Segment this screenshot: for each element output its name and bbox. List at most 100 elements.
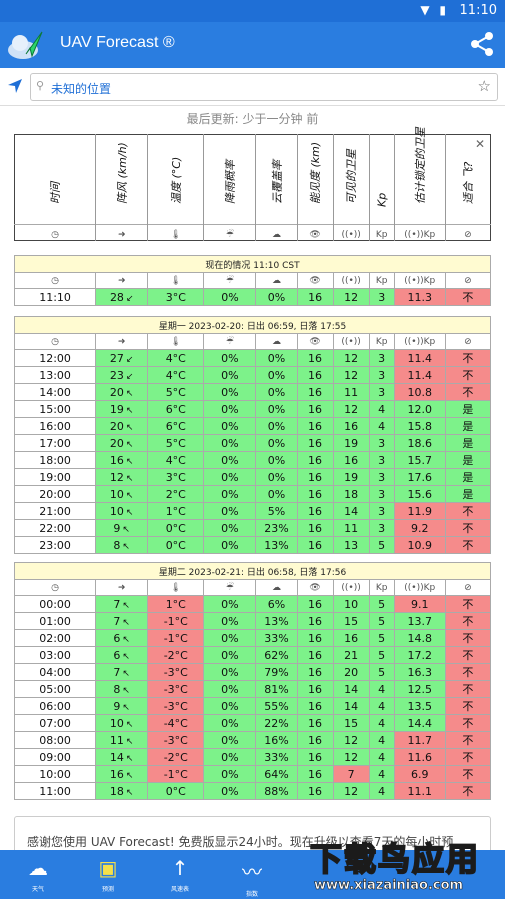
forecast-row[interactable]: 06:00 9 ↖ -3°C 0% 55% 16 14 4 13.5 不 xyxy=(13,697,492,715)
visibility-cell-value: 16 xyxy=(308,648,323,662)
temp-cell: 0°C xyxy=(147,782,205,800)
time-cell-value: 04:00 xyxy=(39,665,71,679)
forecast-row[interactable]: 17:00 20 ↖ 5°C 0% 0% 16 19 3 18.6 是 xyxy=(13,434,492,452)
rain-cell-value: 0% xyxy=(221,682,239,696)
locked-satellites-cell-value: 9.2 xyxy=(410,521,429,535)
kp-cell-value: 3 xyxy=(378,290,386,304)
wind-direction-icon: ↖ xyxy=(125,507,134,518)
visibility-cell: 16 xyxy=(296,612,334,630)
forecast-row[interactable]: 01:00 7 ↖ -1°C 0% 13% 16 15 5 13.7 不 xyxy=(13,612,492,630)
gust-cell-value: 16 xyxy=(109,453,124,467)
gust-cell-value: 20 xyxy=(109,436,124,450)
satellites-cell: 12 xyxy=(332,782,370,800)
fly-status-cell-value: 不 xyxy=(462,615,474,628)
cloud-cell: 0% xyxy=(255,434,298,452)
fly-status-cell: 不 xyxy=(444,663,492,681)
current-table: 现在的情况 11:10 CST ◷ ➜ 🌡 ☔ ☁ 👁 ((•)) Kp ((•))Kp ⊘ 11:… xyxy=(13,255,492,306)
cloud-cell-value: 33% xyxy=(264,631,289,645)
time-cell-value: 21:00 xyxy=(39,504,71,518)
forecast-row[interactable]: 22:00 9 ↖ 0°C 0% 23% 16 11 3 9.2 不 xyxy=(13,519,492,537)
forecast-row[interactable]: 16:00 20 ↖ 6°C 0% 0% 16 16 4 15.8 是 xyxy=(13,417,492,435)
day2-section: 星期二 2023-02-21: 日出 06:58, 日落 17:56 ◷ ➜ 🌡 ☔ ☁… xyxy=(13,562,492,800)
forecast-row[interactable]: 12:00 27 ↙ 4°C 0% 0% 16 12 3 11.4 不 xyxy=(13,349,492,367)
forecast-row[interactable]: 00:00 7 ↖ 1°C 0% 6% 16 10 5 9.1 不 xyxy=(13,595,492,613)
kp-cell: 4 xyxy=(368,417,395,435)
locked-satellites-cell: 10.9 xyxy=(393,536,446,554)
kp-cell: 4 xyxy=(368,680,395,698)
arrow-up-icon: ↑ xyxy=(171,856,189,880)
fly-status-cell-value: 不 xyxy=(462,291,474,304)
forecast-row[interactable]: 03:00 6 ↖ -2°C 0% 62% 16 21 5 17.2 不 xyxy=(13,646,492,664)
last-updated-text: 最后更新: 少于一分钟 前 xyxy=(186,112,319,126)
rain-cell: 0% xyxy=(203,451,257,469)
cloud-sun-icon: ☁ xyxy=(28,856,48,880)
time-cell: 18:00 xyxy=(13,451,97,469)
cloud-cell-value: 0% xyxy=(267,419,286,433)
rain-cell: 0% xyxy=(203,629,257,647)
kp-cell: 3 xyxy=(368,434,395,452)
forecast-row[interactable]: 20:00 10 ↖ 2°C 0% 0% 16 18 3 15.6 是 xyxy=(13,485,492,503)
favorite-star-icon[interactable]: ☆ xyxy=(477,77,491,95)
nav-wind[interactable]: ↑ 风速表 xyxy=(144,850,216,899)
temp-cell-value: 4°C xyxy=(165,368,186,382)
forecast-row[interactable]: 21:00 10 ↖ 1°C 0% 5% 16 14 3 11.9 不 xyxy=(13,502,492,520)
fly-status-cell: 是 xyxy=(444,468,492,486)
my-location-icon[interactable] xyxy=(6,77,24,95)
forecast-row[interactable]: 09:00 14 ↖ -2°C 0% 33% 16 12 4 11.6 不 xyxy=(13,748,492,766)
cloud-cell: 0% xyxy=(255,400,298,418)
day1-section: 星期一 2023-02-20: 日出 06:59, 日落 17:55 ◷ ➜ 🌡 ☔ ☁… xyxy=(13,316,492,554)
locked-satellites-cell: 11.9 xyxy=(393,502,446,520)
forecast-row[interactable]: 13:00 23 ↙ 4°C 0% 0% 16 12 3 11.4 不 xyxy=(13,366,492,384)
forecast-row[interactable]: 15:00 19 ↖ 6°C 0% 0% 16 12 4 12.0 是 xyxy=(13,400,492,418)
forecast-row[interactable]: 04:00 7 ↖ -3°C 0% 79% 16 20 5 16.3 不 xyxy=(13,663,492,681)
cloud-cell: 0% xyxy=(255,417,298,435)
forecast-row[interactable]: 11:10 28 ↙ 3°C 0% 0% 16 12 3 11.3 不 xyxy=(13,288,492,306)
forecast-row[interactable]: 07:00 10 ↖ -4°C 0% 22% 16 15 4 14.4 不 xyxy=(13,714,492,732)
forecast-row[interactable]: 10:00 16 ↖ -1°C 0% 64% 16 7 4 6.9 不 xyxy=(13,765,492,783)
temp-cell: 4°C xyxy=(147,451,205,469)
forecast-row[interactable]: 14:00 20 ↖ 5°C 0% 0% 16 11 3 10.8 不 xyxy=(13,383,492,401)
location-search-input[interactable]: ⚲ 未知的位置 ☆ xyxy=(30,73,498,101)
visibility-cell: 16 xyxy=(296,646,334,664)
rain-cell-value: 0% xyxy=(221,290,239,304)
forecast-row[interactable]: 11:00 18 ↖ 0°C 0% 88% 16 12 4 11.1 不 xyxy=(13,782,492,800)
kp-cell: 4 xyxy=(368,748,395,766)
fly-status-cell-value: 不 xyxy=(462,683,474,696)
forecast-row[interactable]: 19:00 12 ↖ 3°C 0% 0% 16 19 3 17.6 是 xyxy=(13,468,492,486)
forecast-row[interactable]: 02:00 6 ↖ -1°C 0% 33% 16 16 5 14.8 不 xyxy=(13,629,492,647)
time-cell: 09:00 xyxy=(13,748,97,766)
temp-cell: -1°C xyxy=(147,765,205,783)
fly-status-cell: 不 xyxy=(444,697,492,715)
visibility-cell-value: 16 xyxy=(308,290,323,304)
forecast-row[interactable]: 23:00 8 ↖ 0°C 0% 13% 16 13 5 10.9 不 xyxy=(13,536,492,554)
close-icon[interactable]: ✕ xyxy=(474,137,485,151)
time-cell-value: 20:00 xyxy=(39,487,71,501)
temp-cell: -2°C xyxy=(147,748,205,766)
fly-status-cell-value: 不 xyxy=(462,717,474,730)
locked-satellites-cell-value: 13.7 xyxy=(407,614,432,628)
satellites-cell: 12 xyxy=(332,400,370,418)
forecast-row[interactable]: 05:00 8 ↖ -3°C 0% 81% 16 14 4 12.5 不 xyxy=(13,680,492,698)
wind-direction-icon: ↖ xyxy=(125,787,134,798)
time-cell: 11:00 xyxy=(13,782,97,800)
forecast-row[interactable]: 18:00 16 ↖ 4°C 0% 0% 16 16 3 15.7 是 xyxy=(13,451,492,469)
time-cell: 12:00 xyxy=(13,349,97,367)
visibility-cell-value: 16 xyxy=(308,453,323,467)
rain-cell: 0% xyxy=(203,468,257,486)
kp-cell: 3 xyxy=(368,468,395,486)
upgrade-banner[interactable]: 感谢您使用 UAV Forecast! 免费版显示24小时。现在升级以查看7天的… xyxy=(14,816,491,856)
satellite-icon: ((•)) xyxy=(332,224,370,241)
nav-forecast[interactable]: ▣ 预测 xyxy=(72,850,144,899)
kp-cell: 5 xyxy=(368,629,395,647)
nav-index[interactable]: 〰 指数 xyxy=(216,850,288,899)
locked-satellites-cell: 11.4 xyxy=(393,366,446,384)
kp-cell: 4 xyxy=(368,714,395,732)
nav-weather[interactable]: ☁ 天气 xyxy=(2,850,74,899)
temp-cell-value: 4°C xyxy=(165,351,186,365)
forecast-row[interactable]: 08:00 11 ↖ -3°C 0% 16% 16 12 4 11.7 不 xyxy=(13,731,492,749)
satellites-cell-value: 12 xyxy=(344,290,359,304)
satellites-cell-value: 13 xyxy=(344,538,359,552)
share-icon[interactable] xyxy=(469,31,495,57)
locked-satellites-cell-value: 14.8 xyxy=(407,631,432,645)
fly-status-cell-value: 不 xyxy=(462,768,474,781)
